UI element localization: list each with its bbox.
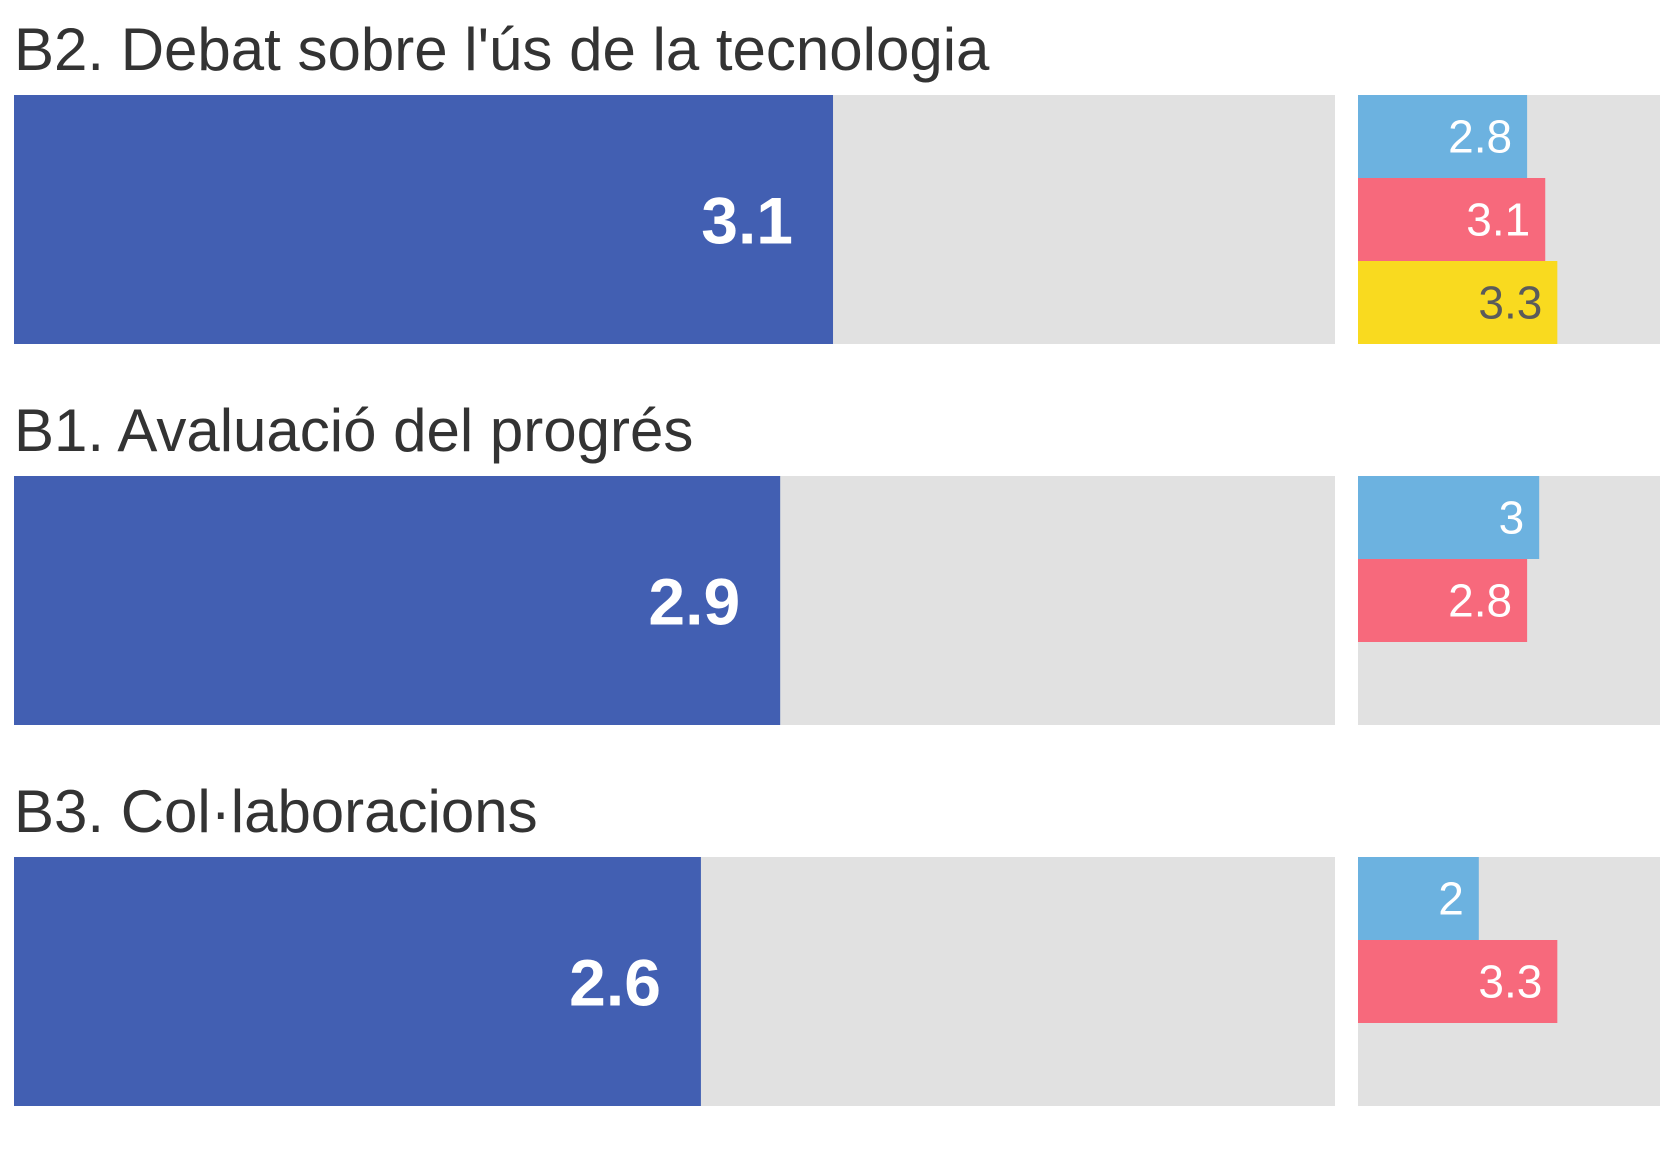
sub-bar bbox=[1358, 940, 1558, 1023]
sub-bar bbox=[1358, 95, 1528, 178]
main-bar-label: 3.1 bbox=[701, 184, 793, 258]
sub-bar bbox=[1358, 178, 1546, 261]
group-title: B2. Debat sobre l'ús de la tecnologia bbox=[14, 16, 990, 83]
group-title: B3. Col·laboracions bbox=[14, 778, 538, 845]
sub-bar bbox=[1358, 559, 1528, 642]
sub-bar-label: 2.8 bbox=[1448, 575, 1512, 627]
group-title: B1. Avaluació del progrés bbox=[14, 397, 693, 464]
main-bar bbox=[14, 476, 781, 725]
sub-bar-label: 3 bbox=[1499, 492, 1525, 544]
main-bar-label: 2.9 bbox=[648, 565, 740, 639]
main-bar-label: 2.6 bbox=[569, 946, 661, 1020]
main-bar bbox=[14, 95, 834, 344]
sub-bar bbox=[1358, 261, 1558, 344]
main-bar bbox=[14, 857, 701, 1106]
sub-bar-label: 3.3 bbox=[1478, 956, 1542, 1008]
sub-bar-label: 3.1 bbox=[1466, 194, 1530, 246]
sub-bar-label: 2 bbox=[1438, 873, 1464, 925]
sub-bar bbox=[1358, 476, 1540, 559]
sub-bar bbox=[1358, 857, 1479, 940]
sub-bar-label: 3.3 bbox=[1478, 277, 1542, 329]
sub-bar-label: 2.8 bbox=[1448, 111, 1512, 163]
